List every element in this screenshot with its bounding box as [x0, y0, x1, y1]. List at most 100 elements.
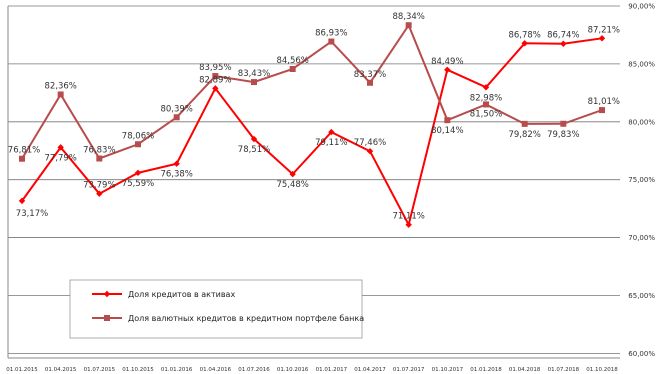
data-point [444, 117, 451, 124]
data-point [212, 85, 219, 92]
data-label: 86,74% [547, 31, 579, 41]
y-tick-label: 85,00% [628, 60, 655, 68]
data-point [521, 120, 528, 127]
data-label: 77,79% [44, 153, 76, 163]
data-point [18, 197, 26, 205]
data-label: 84,49% [431, 57, 463, 67]
data-label: 84,56% [276, 56, 308, 66]
data-label: 81,50% [470, 109, 502, 119]
data-label: 79,83% [547, 130, 579, 140]
x-tick-label: 01.01.2018 [470, 367, 502, 373]
data-label: 78,51% [238, 145, 270, 155]
data-point [19, 155, 25, 162]
x-tick-label: 01.07.2015 [84, 367, 116, 373]
x-tick-label: 01.10.2018 [586, 367, 618, 373]
series-line-1 [21, 37, 603, 228]
legend-marker-series-2 [104, 315, 110, 321]
x-tick-label: 01.07.2018 [548, 367, 580, 373]
y-tick-label: 75,00% [628, 176, 655, 184]
data-label: 76,38% [160, 170, 192, 180]
data-label: 83,43% [238, 69, 270, 79]
data-point [482, 84, 490, 91]
data-point [250, 135, 258, 143]
data-point [251, 79, 257, 86]
data-point [444, 66, 451, 73]
data-label: 80,14% [431, 126, 463, 136]
data-label: 82,36% [44, 81, 76, 91]
data-label: 76,81% [8, 146, 40, 156]
y-tick-label: 90,00% [628, 3, 655, 11]
series-group [18, 22, 606, 228]
data-label: 87,21% [588, 25, 620, 35]
data-point [289, 65, 296, 72]
data-label: 83,95% [199, 63, 231, 73]
data-label: 77,46% [354, 138, 386, 148]
data-point [212, 73, 219, 80]
x-tick-label: 01.10.2015 [122, 367, 154, 373]
data-label: 73,17% [16, 209, 48, 219]
data-label: 83,37% [354, 70, 386, 80]
data-label: 82,98% [470, 93, 502, 103]
data-label: 80,39% [160, 104, 192, 114]
data-label: 76,83% [83, 145, 115, 155]
legend-box [69, 279, 363, 339]
data-point [560, 120, 567, 127]
data-point [599, 107, 605, 114]
legend-marker-series-1 [103, 290, 111, 298]
y-tick-label: 70,00% [628, 234, 655, 242]
x-tick-label: 01.07.2016 [238, 367, 270, 373]
data-point [96, 190, 103, 197]
data-label: 88,34% [392, 12, 424, 22]
data-point [367, 79, 373, 86]
x-tick-label: 01.04.2018 [509, 367, 541, 373]
series-line-2 [21, 23, 603, 160]
data-label: 86,93% [315, 29, 347, 39]
x-tick-label: 01.04.2017 [354, 367, 386, 373]
x-axis-ticks: 01.01.2015 01.04.2015 01.07.2015 01.10.2015… [6, 367, 618, 373]
x-tick-label: 01.10.2017 [432, 367, 464, 373]
data-point [134, 169, 142, 177]
x-tick-label: 01.01.2015 [6, 367, 38, 373]
data-point [521, 40, 528, 47]
data-point [328, 38, 335, 45]
x-tick-label: 01.07.2017 [393, 367, 425, 373]
data-point [366, 148, 374, 155]
x-tick-label: 01.01.2016 [161, 367, 193, 373]
data-label: 79,82% [508, 130, 540, 140]
data-label: 75,48% [276, 180, 308, 190]
data-point [96, 155, 103, 162]
data-label: 79,11% [315, 138, 347, 148]
x-tick-label: 01.04.2015 [45, 367, 77, 373]
data-label: 71,11% [392, 212, 424, 222]
data-point [405, 22, 412, 29]
y-axis-ticks: 60,00% 65,00% 70,00% 75,00% 80,00% 85,00% 90,0… [628, 3, 655, 358]
x-tick-label: 01.10.2016 [277, 367, 309, 373]
data-label: 78,06% [122, 131, 154, 141]
data-labels: 73,17% 77,79% 73,79% 75,59% 76,38% 82,89% 78,5… [8, 12, 620, 222]
x-tick-label: 01.01.2017 [316, 367, 348, 373]
data-point [560, 40, 567, 47]
x-tick-label: 01.04.2016 [200, 367, 232, 373]
data-point [328, 128, 335, 136]
data-label: 75,59% [122, 179, 154, 189]
data-label: 82,89% [199, 75, 231, 85]
data-point [483, 101, 489, 108]
legend-label-series-2: Доля валютных кредитов в кредитном портф… [128, 314, 364, 323]
data-point [405, 221, 412, 228]
data-label: 86,78% [508, 30, 540, 40]
data-point [173, 160, 180, 167]
data-point [57, 91, 64, 98]
data-point [57, 144, 64, 151]
legend: Доля кредитов в активах Доля валютных кр… [69, 279, 364, 339]
data-label: 81,01% [588, 97, 620, 107]
legend-label-series-1: Доля кредитов в активах [128, 290, 235, 299]
y-tick-label: 80,00% [628, 118, 655, 126]
y-tick-label: 60,00% [628, 350, 655, 358]
data-point [135, 141, 141, 148]
data-label: 73,79% [83, 181, 115, 191]
y-tick-label: 65,00% [628, 292, 655, 300]
data-point [598, 35, 606, 42]
data-point [173, 114, 180, 121]
data-point [289, 170, 296, 178]
